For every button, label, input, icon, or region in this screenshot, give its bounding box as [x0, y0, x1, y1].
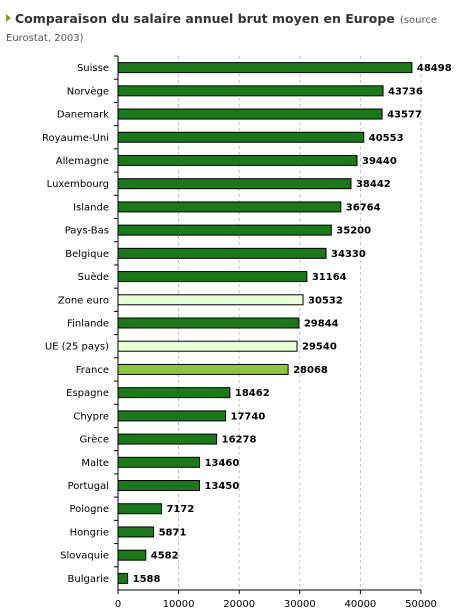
x-tick-label: 30000 — [284, 599, 316, 610]
category-label: Chypre — [73, 411, 109, 422]
bar — [117, 410, 227, 422]
value-label: 43736 — [388, 86, 423, 97]
category-label: Luxembourg — [47, 179, 109, 190]
value-label: 18462 — [235, 388, 270, 399]
category-label: Hongrie — [70, 527, 109, 538]
bar — [117, 549, 147, 561]
value-label: 38442 — [356, 179, 391, 190]
x-tick-label: 20000 — [223, 599, 255, 610]
bar — [117, 247, 327, 259]
category-label: Espagne — [66, 388, 109, 399]
category-label: Slovaquie — [60, 551, 109, 562]
category-label: Islande — [73, 202, 109, 213]
category-label: Portugal — [68, 481, 109, 492]
triangle-bullet-icon — [6, 14, 11, 22]
bar — [117, 572, 129, 584]
chart-source: (source Eurostat, 2003) — [6, 15, 438, 44]
value-label: 35200 — [336, 226, 371, 237]
bar — [117, 62, 413, 74]
category-label: Zone euro — [58, 295, 109, 306]
value-label: 1588 — [133, 574, 161, 585]
chart-header: Comparaison du salaire annuel brut moyen… — [6, 10, 458, 46]
category-label: France — [76, 365, 109, 376]
value-label: 40553 — [369, 133, 404, 144]
bar — [117, 526, 155, 538]
bar — [117, 108, 383, 120]
bar — [117, 178, 352, 190]
category-label: Malte — [81, 458, 109, 469]
x-tick-label: 0 — [115, 599, 121, 610]
bar — [117, 224, 332, 236]
value-label: 43577 — [387, 110, 422, 121]
value-label: 48498 — [417, 63, 452, 74]
value-label: 16278 — [222, 435, 257, 446]
bar — [117, 363, 289, 375]
category-label: Suède — [78, 271, 109, 283]
bar — [117, 201, 342, 213]
bar — [117, 85, 384, 97]
category-label: Suisse — [77, 63, 109, 74]
category-label: Pays-Bas — [65, 226, 109, 237]
category-label: Danemark — [57, 110, 109, 121]
category-label: UE (25 pays) — [45, 342, 109, 353]
bar — [117, 480, 201, 492]
bar — [117, 131, 365, 143]
x-tick-label: 40000 — [344, 599, 376, 610]
bar — [117, 433, 218, 445]
category-label: Royaume-Uni — [42, 133, 109, 144]
value-label: 13460 — [205, 458, 240, 469]
value-label: 7172 — [166, 504, 194, 515]
x-tick-label: 50000 — [405, 599, 437, 610]
value-label: 28068 — [293, 365, 328, 376]
value-label: 29540 — [302, 342, 337, 353]
category-label: Grèce — [80, 434, 109, 446]
value-label: 17740 — [231, 411, 266, 422]
value-label: 13450 — [205, 481, 240, 492]
value-label: 34330 — [331, 249, 366, 260]
bar — [117, 154, 358, 166]
value-label: 5871 — [159, 527, 187, 538]
category-label: Norvège — [67, 85, 109, 97]
value-label: 31164 — [312, 272, 347, 283]
value-label: 29844 — [304, 319, 339, 330]
category-label: Finlande — [67, 319, 109, 330]
x-tick-label: 10000 — [163, 599, 195, 610]
bar — [117, 271, 308, 283]
chart-title: Comparaison du salaire annuel brut moyen… — [15, 11, 395, 26]
bar — [117, 294, 304, 306]
category-label: Bulgarie — [68, 574, 110, 585]
value-label: 30532 — [308, 295, 343, 306]
bar — [117, 340, 298, 352]
category-label: Allemagne — [56, 156, 109, 167]
category-label: Pologne — [69, 504, 109, 515]
bar — [117, 456, 201, 468]
category-label: Belgique — [65, 249, 109, 260]
bar — [117, 317, 300, 329]
value-label: 39440 — [362, 156, 397, 167]
bar — [117, 387, 231, 399]
value-label: 36764 — [346, 202, 381, 213]
value-label: 4582 — [151, 551, 179, 562]
bar — [117, 503, 162, 515]
